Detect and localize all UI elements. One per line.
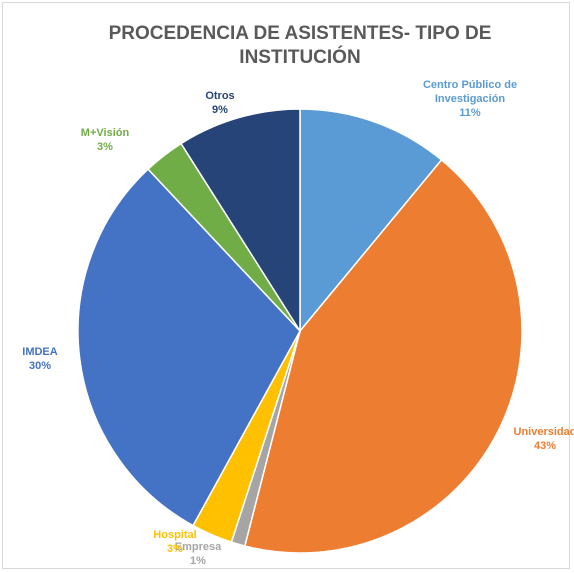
chart-frame (2, 2, 570, 569)
pie-slice (299, 108, 443, 334)
category-label: Hospital (153, 529, 197, 541)
category-label: IMDEA (22, 346, 58, 358)
data-label: Hospital 3% (145, 528, 205, 556)
value-label: 3% (97, 141, 113, 153)
data-label: Centro Público de Investigación 11% (405, 78, 535, 120)
value-label: 43% (533, 440, 557, 452)
chart-title: PROCEDENCIA DE ASISTENTES- TIPO DE INSTI… (108, 23, 492, 68)
category-label: Centro Público de Investigación (422, 79, 518, 105)
value-label: 9% (212, 104, 228, 116)
data-label: Otros 9% (190, 89, 250, 117)
value-label: 1% (190, 555, 206, 567)
pie-slice (180, 108, 301, 334)
pie-slice (77, 168, 301, 527)
data-label: Universidad 43% (490, 425, 574, 453)
pie-slice (243, 158, 523, 554)
data-label: Empresa 1% (168, 540, 228, 568)
category-label: M+Visión (80, 127, 130, 139)
value-label: 3% (167, 543, 183, 555)
value-label: 30% (28, 360, 52, 372)
value-label: 11% (459, 107, 481, 119)
data-label: IMDEA 30% (10, 345, 70, 373)
category-label: Empresa (174, 541, 222, 553)
data-label: M+Visión 3% (75, 126, 135, 154)
category-label: Universidad (513, 426, 574, 438)
category-label: Otros (205, 90, 235, 102)
